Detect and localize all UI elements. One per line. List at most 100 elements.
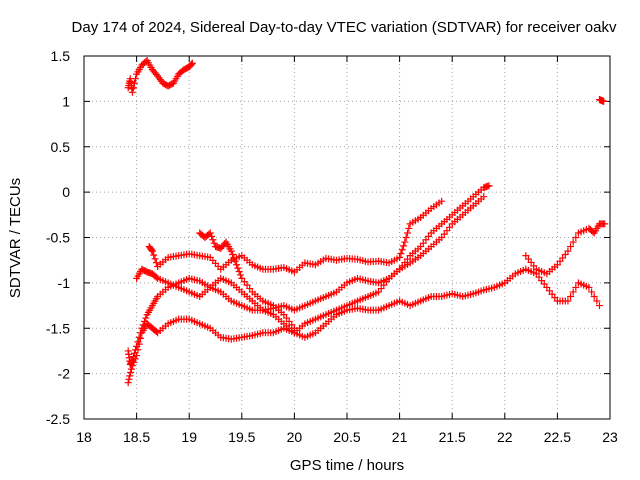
y-tick-label: -2 [58, 366, 71, 382]
x-tick-label: 18.5 [123, 429, 150, 445]
data-point [148, 247, 156, 255]
x-tick-label: 22 [497, 429, 513, 445]
x-tick-label: 19 [181, 429, 197, 445]
series-arc-d [145, 197, 446, 276]
x-tick-label: 22.5 [544, 429, 571, 445]
series-arc-top [124, 57, 196, 96]
data-point [134, 346, 142, 354]
data-point [230, 254, 238, 262]
y-tick-label: -1.5 [46, 320, 70, 336]
series-arc-e [196, 229, 298, 332]
data-point [131, 355, 139, 363]
data-point [137, 334, 145, 342]
data-point [209, 236, 217, 244]
data-point [188, 60, 196, 68]
y-tick-label: 0 [62, 184, 70, 200]
data-point [129, 84, 137, 92]
series-arc-f [522, 220, 609, 278]
data-point [206, 229, 214, 237]
data-point [148, 246, 156, 254]
x-axis-label: GPS time / hours [290, 457, 404, 474]
data-point [567, 243, 575, 251]
data-point [569, 238, 577, 246]
data-point [401, 238, 409, 246]
data-point [152, 273, 160, 281]
data-point [601, 220, 609, 228]
data-point [132, 75, 140, 83]
data-point [398, 246, 406, 254]
data-point [133, 351, 141, 359]
data-point [480, 193, 488, 201]
data-point [569, 288, 577, 296]
y-axis-label: SDTVAR / TECUs [7, 178, 24, 298]
data-point [142, 314, 150, 322]
y-tick-labels: -2.5 -2 -1.5 -1 -0.5 0 0.5 1 1.5 [46, 48, 70, 427]
data-point [588, 288, 596, 296]
data-point [128, 88, 136, 96]
data-point [485, 182, 493, 190]
data-point [124, 379, 132, 387]
data-point [593, 297, 601, 305]
data-point [231, 257, 239, 265]
data-point [135, 340, 143, 348]
grid-lines [84, 56, 610, 419]
series-arc-a [124, 182, 493, 369]
y-tick-label: 1 [62, 93, 70, 109]
series-arc-b [124, 193, 488, 387]
data-point [208, 232, 216, 240]
data-point [564, 297, 572, 305]
data-point [188, 59, 196, 67]
x-tick-label: 20.5 [333, 429, 360, 445]
data-point [403, 229, 411, 237]
data-point [127, 368, 135, 376]
data-point [400, 242, 408, 250]
data-point [572, 234, 580, 241]
y-tick-label: -1 [58, 275, 71, 291]
data-point [229, 251, 237, 259]
axis-ticks [83, 55, 611, 420]
data-point [438, 197, 446, 205]
data-point [402, 234, 410, 241]
x-tick-labels: 18 18.5 19 19.5 20 20.5 21 21.5 22 22.5 23 [76, 429, 618, 445]
x-tick-label: 18 [76, 429, 92, 445]
series-arc-c [133, 265, 603, 341]
data-points [124, 57, 609, 387]
y-tick-label: 1.5 [51, 48, 71, 64]
x-tick-label: 23 [602, 429, 618, 445]
data-point [397, 250, 405, 258]
data-point [396, 253, 404, 261]
data-point [151, 255, 159, 263]
data-point [233, 261, 241, 269]
data-point [405, 224, 413, 232]
data-point [590, 292, 598, 300]
series-arc-top-right [595, 96, 608, 105]
data-point [129, 362, 137, 370]
y-tick-label: -2.5 [46, 411, 70, 427]
data-point [235, 268, 243, 276]
data-point [572, 283, 580, 291]
data-point [600, 97, 608, 105]
data-point [236, 271, 244, 279]
data-point [135, 333, 143, 341]
data-point [130, 79, 138, 87]
x-tick-label: 21.5 [439, 429, 466, 445]
chart-title: Day 174 of 2024, Sidereal Day-to-day VTE… [72, 19, 617, 36]
data-point [210, 239, 218, 247]
data-point [152, 328, 160, 336]
data-point [227, 247, 235, 255]
data-point [567, 292, 575, 300]
data-point [150, 251, 158, 259]
data-point [564, 247, 572, 255]
data-point [130, 358, 138, 366]
x-tick-label: 19.5 [228, 429, 255, 445]
data-point [290, 324, 298, 332]
data-point [234, 264, 242, 272]
y-tick-label: 0.5 [51, 139, 71, 155]
x-tick-label: 20 [287, 429, 303, 445]
y-tick-label: -0.5 [46, 230, 70, 246]
x-tick-label: 21 [392, 429, 408, 445]
data-point [585, 283, 593, 291]
data-point [127, 365, 135, 373]
data-point [125, 375, 133, 383]
